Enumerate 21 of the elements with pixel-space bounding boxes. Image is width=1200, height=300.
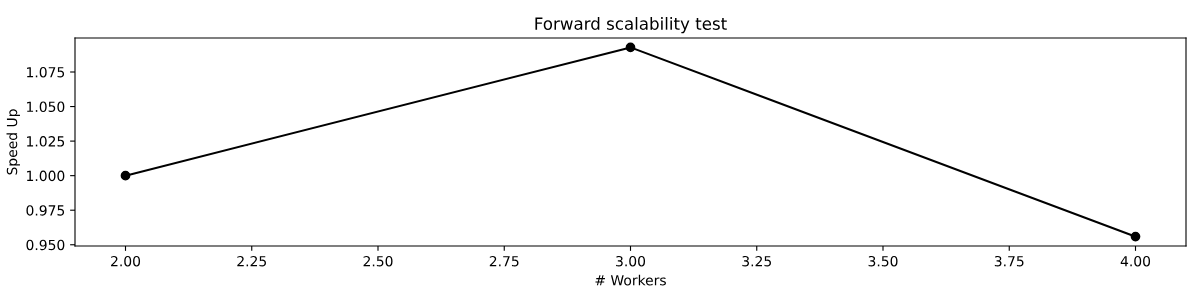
x-tick-label: 2.25 bbox=[237, 255, 266, 267]
x-tick-label: 3.25 bbox=[742, 255, 771, 267]
y-axis-title: Speed Up bbox=[6, 109, 20, 175]
point bbox=[120, 170, 131, 181]
x-tick-label: 3.75 bbox=[994, 255, 1024, 267]
y-tick-label: 0.950 bbox=[26, 239, 65, 251]
y-tick-label: 1.075 bbox=[27, 66, 65, 78]
y-tick-label: 1.000 bbox=[27, 170, 65, 182]
y-tick-label: 0.975 bbox=[26, 205, 65, 216]
x-tick-label: 2.00 bbox=[111, 255, 141, 267]
x-tick-label: 3.00 bbox=[616, 255, 646, 267]
x-axis-title: # Workers bbox=[595, 274, 666, 286]
y-tick-label: 1.025 bbox=[27, 136, 65, 147]
y-tick-label: 1.050 bbox=[27, 101, 65, 113]
x-tick-label: 2.75 bbox=[489, 255, 519, 267]
point bbox=[1130, 231, 1141, 242]
x-tick-label: 4.00 bbox=[1120, 255, 1151, 267]
x-tick-label: 3.50 bbox=[868, 255, 898, 267]
point bbox=[625, 42, 636, 53]
x-tick-label: 2.50 bbox=[363, 255, 393, 267]
chart-title: Forward scalability test bbox=[535, 17, 727, 34]
